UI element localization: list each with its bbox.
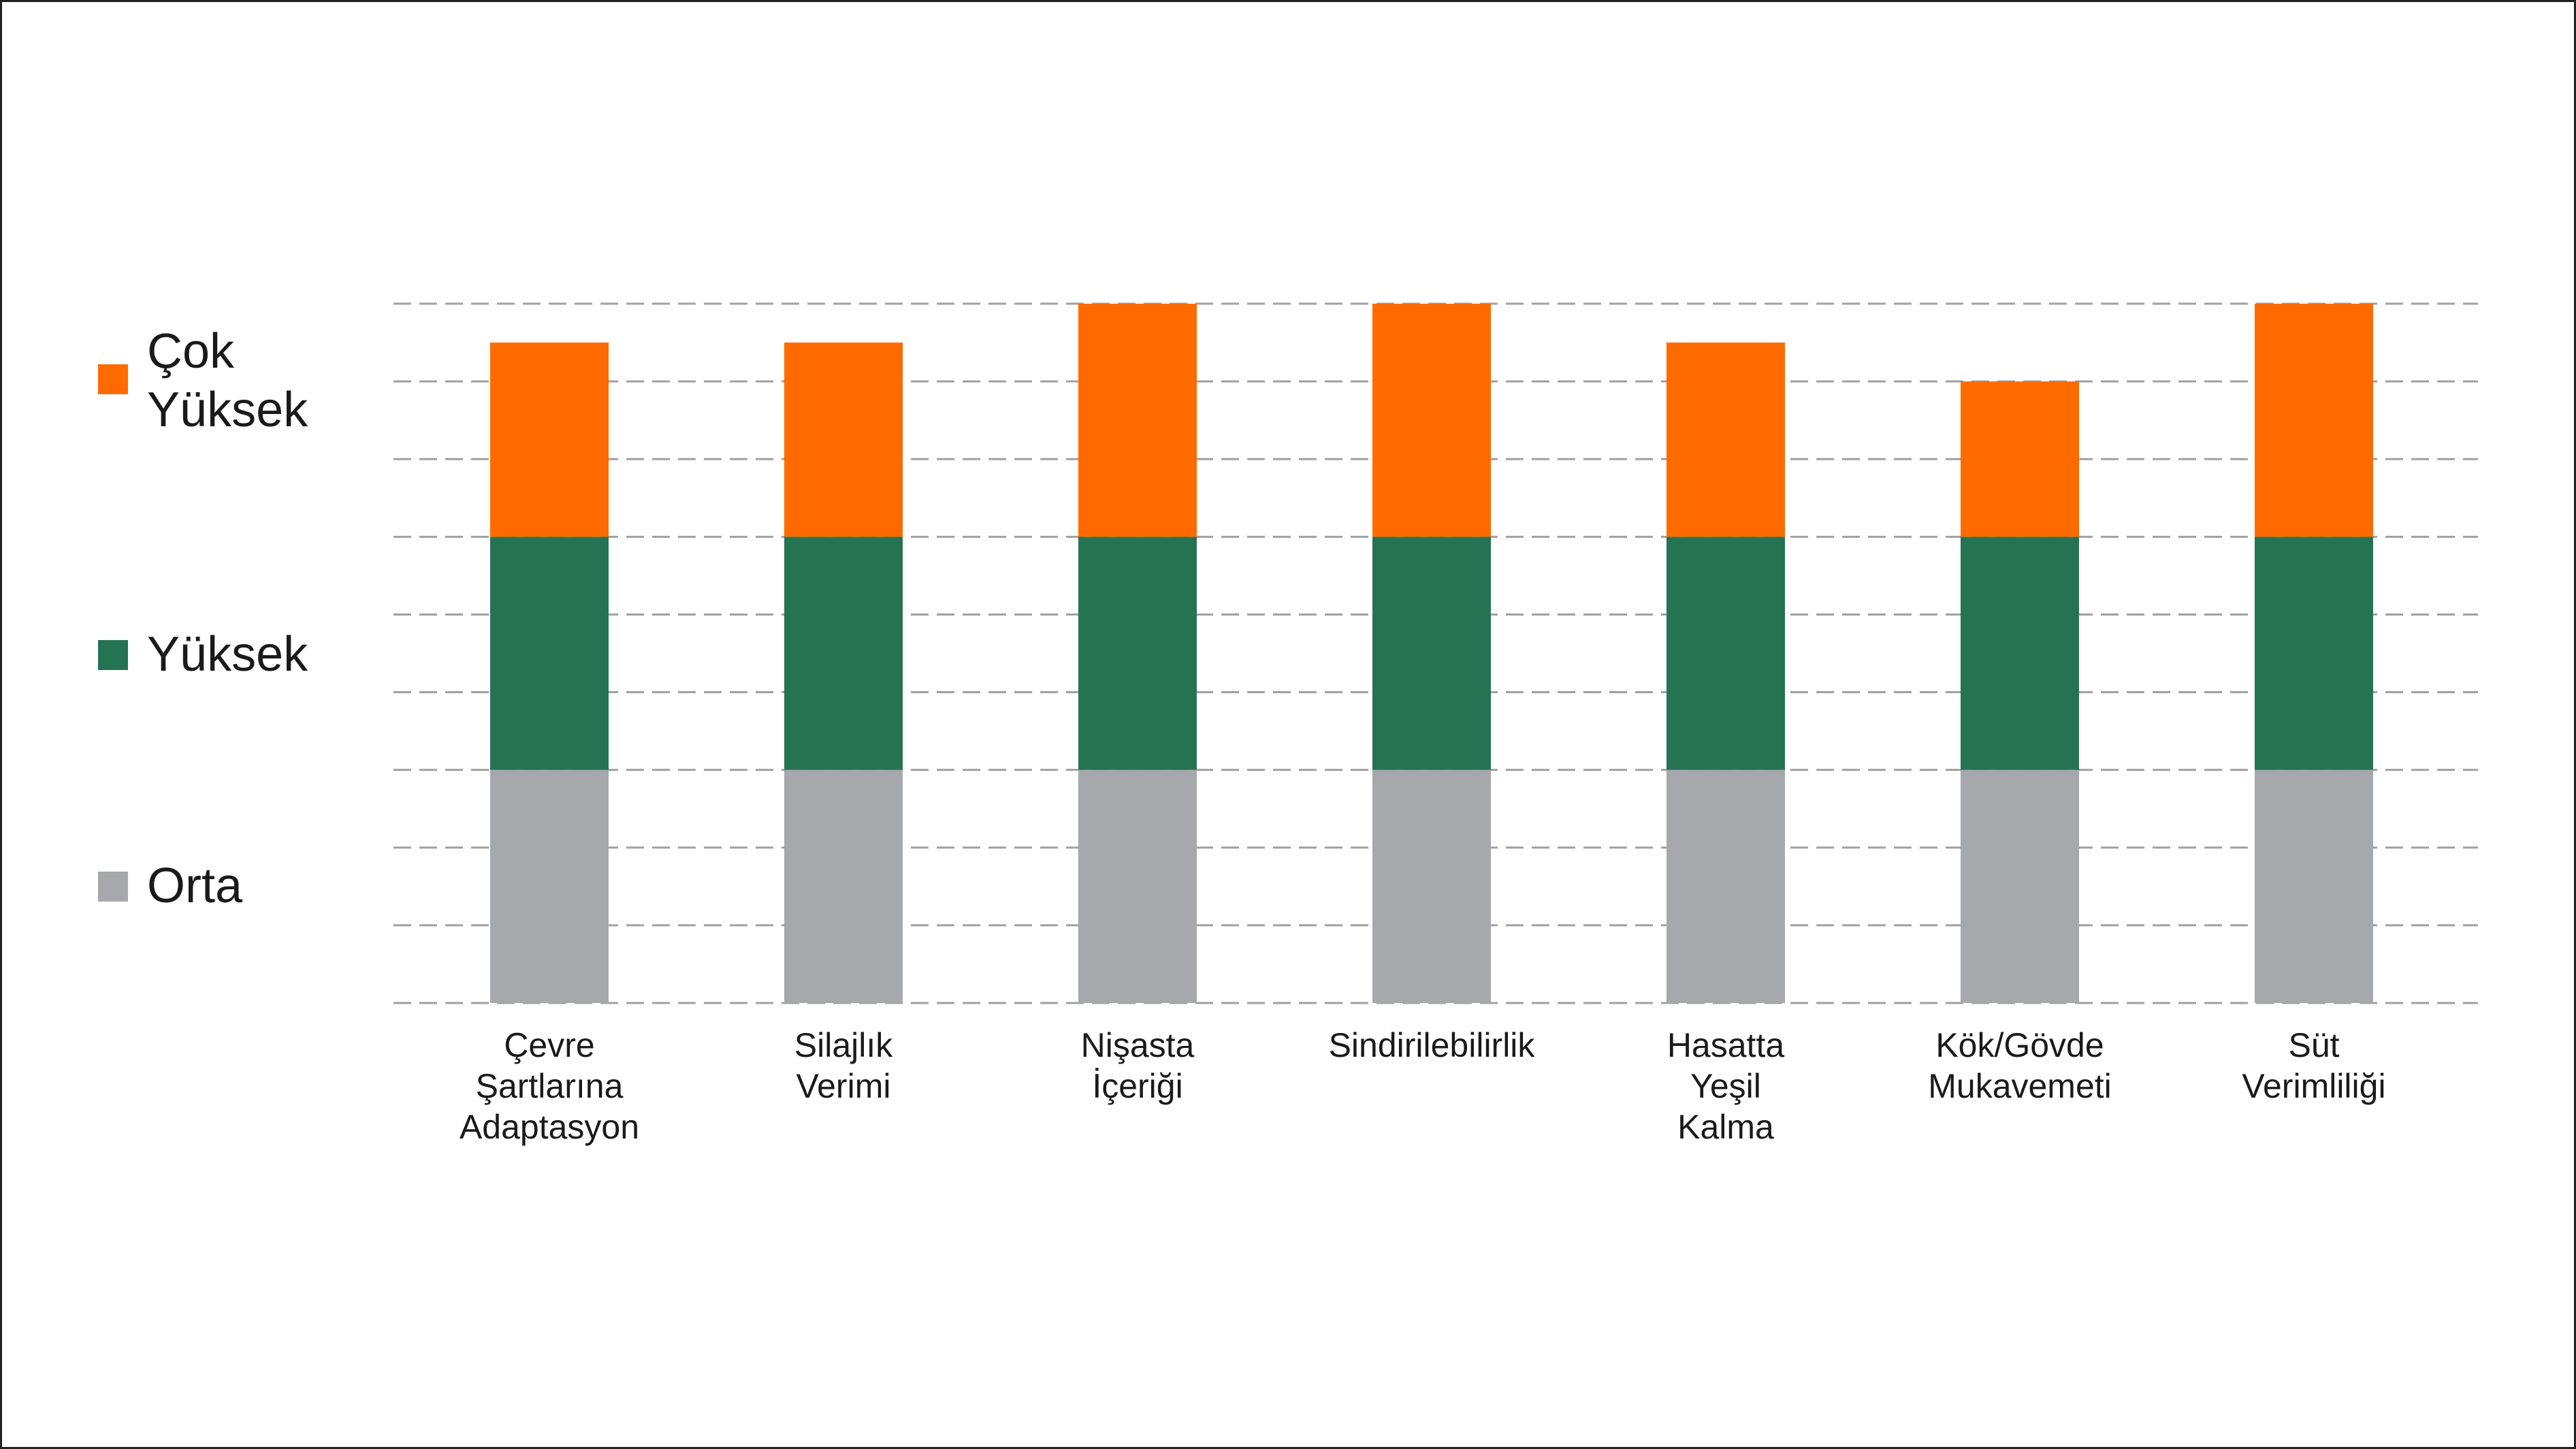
category-label: Nişasta İçeriği — [1081, 1026, 1195, 1105]
bar-stack — [1667, 343, 1785, 1003]
legend-label-line: Yüksek — [147, 627, 308, 682]
bar-segment — [1667, 343, 1785, 537]
category-label: Sindirilebilirlik — [1329, 1026, 1536, 1064]
bar-segment — [784, 537, 903, 770]
category-label: Hasatta Yeşil Kalma — [1667, 1026, 1785, 1146]
category-label-line: Verimliliği — [2242, 1067, 2385, 1105]
bar-segment — [490, 343, 609, 537]
category-label-line: Yeşil — [1690, 1067, 1761, 1105]
category-label-line: Kalma — [1677, 1108, 1774, 1146]
bar-stack — [2255, 304, 2373, 1003]
category-labels: Çevre Şartlarına Adaptasyon Silajlık Verimi N… — [460, 1026, 2386, 1146]
category-label-line: Verimi — [796, 1067, 891, 1105]
bar-stack — [1372, 304, 1491, 1003]
bar-segment — [1078, 769, 1197, 1003]
category-label-line: Hasatta — [1667, 1026, 1785, 1064]
bar-segment — [2255, 537, 2373, 770]
category-label-line: İçeriği — [1092, 1067, 1182, 1105]
bar-segment — [1078, 304, 1197, 537]
legend-item: Yüksek — [98, 627, 308, 682]
bar-stack — [490, 343, 609, 1003]
bar-segment — [1961, 537, 2079, 770]
category-label-line: Adaptasyon — [460, 1108, 639, 1146]
category-label-line: Mukavemeti — [1928, 1067, 2112, 1105]
bar-segment — [490, 769, 609, 1003]
legend-item: Çok Yüksek — [98, 324, 308, 437]
category-label: Kök/Gövde Mukavemeti — [1928, 1026, 2112, 1105]
bar-stack — [1078, 304, 1197, 1003]
bar-segment — [1078, 537, 1197, 770]
bar-segment — [1372, 769, 1491, 1003]
bar-segment — [1961, 769, 2079, 1003]
category-label-line: Şartlarına — [476, 1067, 624, 1105]
category-label: Süt Verimliliği — [2242, 1026, 2385, 1105]
bar-stack — [1961, 381, 2079, 1003]
bar-segment — [784, 769, 903, 1003]
legend-label-line: Yüksek — [147, 383, 308, 437]
bar-stack — [784, 343, 903, 1003]
legend-label-line: Çok — [147, 324, 235, 379]
category-label: Çevre Şartlarına Adaptasyon — [460, 1026, 639, 1146]
bar-segment — [2255, 304, 2373, 537]
bar-segment — [1667, 537, 1785, 770]
category-label-line: Kök/Gövde — [1935, 1026, 2104, 1064]
bar-segment — [490, 537, 609, 770]
category-label: Silajlık Verimi — [794, 1026, 893, 1105]
category-label-line: Çevre — [504, 1026, 594, 1064]
category-label-line: Süt — [2288, 1026, 2339, 1064]
category-label-line: Sindirilebilirlik — [1329, 1026, 1536, 1064]
bar-segment — [784, 343, 903, 537]
legend-swatch — [98, 364, 128, 394]
bar-segment — [1372, 537, 1491, 770]
legend-label-line: Orta — [147, 859, 243, 913]
legend-swatch — [98, 872, 128, 902]
legend-swatch — [98, 640, 128, 670]
bar-segment — [1372, 304, 1491, 537]
legend-item: Orta — [98, 859, 243, 913]
bars — [490, 304, 2373, 1003]
bar-segment — [2255, 769, 2373, 1003]
bar-segment — [1961, 381, 2079, 537]
legend-label: Yüksek — [147, 627, 308, 682]
category-label-line: Nişasta — [1081, 1026, 1195, 1064]
bar-segment — [1667, 769, 1785, 1003]
category-label-line: Silajlık — [794, 1026, 893, 1064]
legend-label: Orta — [147, 859, 243, 913]
legend-label: Çok Yüksek — [147, 324, 308, 437]
